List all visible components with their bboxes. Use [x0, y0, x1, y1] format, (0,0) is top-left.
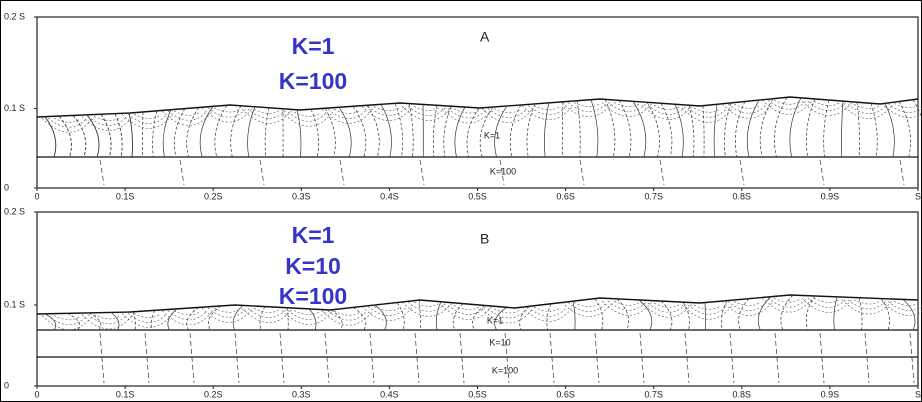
panel-letter: B	[480, 231, 489, 247]
k-annotation: K=10	[285, 253, 341, 279]
x-axis-label: 0.9S	[821, 389, 840, 399]
x-axis-label: 0	[34, 389, 39, 399]
x-axis-label: 0.7S	[644, 389, 663, 399]
y-axis-label: 0	[4, 380, 9, 390]
layer-label: K=1	[484, 130, 500, 140]
x-axis-label: S	[915, 191, 921, 201]
x-axis-label: S	[915, 389, 921, 399]
x-axis-label: 0.8S	[733, 389, 752, 399]
x-axis-label: 0.5S	[468, 191, 487, 201]
x-axis-label: 0.4S	[380, 191, 399, 201]
layer-label: K=100	[492, 365, 518, 375]
layer-label: K=100	[490, 166, 516, 176]
k-annotation: K=1	[292, 33, 335, 59]
x-axis-label: 0	[34, 191, 39, 201]
x-axis-label: 0.4S	[380, 389, 399, 399]
k-annotation: K=1	[292, 222, 335, 248]
y-axis-label: 0.2 S	[4, 206, 25, 216]
y-axis-label: 0	[4, 182, 9, 192]
x-axis-label: 0.6S	[556, 389, 575, 399]
x-axis-label: 0.3S	[292, 191, 311, 201]
panel-letter: A	[480, 29, 490, 45]
x-axis-label: 0.2S	[204, 191, 223, 201]
figure: 0.2 S 0.1 S 0 0 0.1S 0.2S 0.3S 0.4S 0.5S 0.6S 0.7S…	[0, 0, 922, 402]
k-annotation: K=100	[279, 68, 347, 94]
x-axis-label: 0.5S	[468, 389, 487, 399]
y-axis-label: 0.2 S	[4, 11, 25, 21]
x-axis-label: 0.9S	[821, 191, 840, 201]
k-annotation: K=100	[279, 283, 347, 309]
x-axis-label: 0.2S	[204, 389, 223, 399]
y-axis-label: 0.1 S	[4, 299, 25, 309]
x-axis-label: 0.6S	[556, 191, 575, 201]
x-axis-label: 0.3S	[292, 389, 311, 399]
x-axis-label: 0.1S	[116, 191, 135, 201]
layer-label: K=10	[489, 337, 510, 347]
x-axis-label: 0.7S	[644, 191, 663, 201]
x-axis-label: 0.1S	[116, 389, 135, 399]
y-axis-label: 0.1 S	[4, 103, 25, 113]
x-axis-label: 0.8S	[733, 191, 752, 201]
layer-label: K=1	[487, 315, 503, 325]
